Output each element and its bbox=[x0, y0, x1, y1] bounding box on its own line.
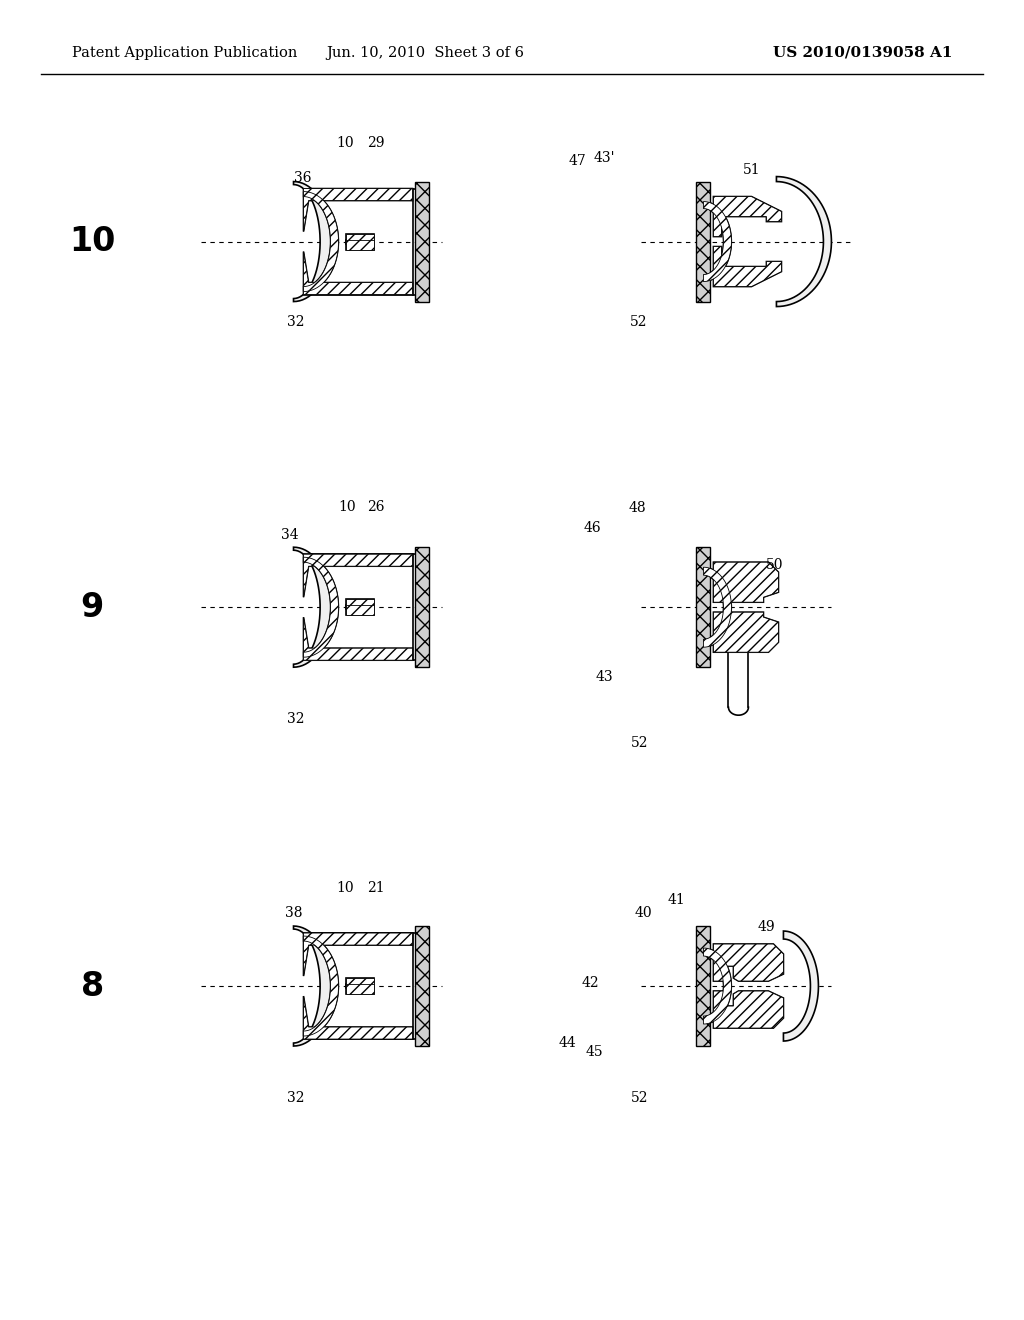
Polygon shape bbox=[714, 247, 781, 286]
Polygon shape bbox=[776, 177, 831, 306]
Polygon shape bbox=[714, 197, 781, 236]
Text: US 2010/0139058 A1: US 2010/0139058 A1 bbox=[773, 46, 952, 59]
Polygon shape bbox=[415, 927, 428, 1045]
Text: 49: 49 bbox=[758, 920, 775, 933]
Text: 10: 10 bbox=[336, 136, 353, 149]
Polygon shape bbox=[714, 612, 778, 652]
Text: Patent Application Publication: Patent Application Publication bbox=[72, 46, 297, 59]
Text: 10: 10 bbox=[69, 226, 116, 259]
Text: 45: 45 bbox=[586, 1045, 603, 1059]
Text: 10: 10 bbox=[336, 882, 353, 895]
Polygon shape bbox=[303, 933, 413, 975]
Polygon shape bbox=[696, 182, 711, 301]
Polygon shape bbox=[345, 239, 374, 249]
Text: 26: 26 bbox=[367, 500, 384, 513]
Text: 10: 10 bbox=[338, 500, 355, 513]
Polygon shape bbox=[303, 618, 413, 660]
Polygon shape bbox=[714, 944, 783, 981]
Polygon shape bbox=[303, 252, 413, 294]
Text: 52: 52 bbox=[631, 1092, 648, 1105]
Polygon shape bbox=[415, 548, 428, 667]
Text: 52: 52 bbox=[631, 737, 648, 750]
Polygon shape bbox=[303, 997, 413, 1039]
Polygon shape bbox=[703, 948, 731, 1024]
Text: 41: 41 bbox=[668, 894, 685, 907]
Text: 48: 48 bbox=[629, 502, 646, 515]
Text: 8: 8 bbox=[81, 969, 103, 1003]
Text: 51: 51 bbox=[742, 164, 760, 177]
Polygon shape bbox=[303, 554, 413, 597]
Polygon shape bbox=[345, 983, 374, 994]
Text: 47: 47 bbox=[568, 154, 586, 168]
Polygon shape bbox=[714, 991, 783, 1028]
Polygon shape bbox=[303, 191, 339, 292]
Polygon shape bbox=[783, 931, 818, 1041]
Polygon shape bbox=[294, 182, 332, 301]
Text: 29: 29 bbox=[367, 136, 384, 149]
Text: 44: 44 bbox=[558, 1036, 575, 1049]
Polygon shape bbox=[303, 557, 339, 657]
Text: 32: 32 bbox=[287, 713, 304, 726]
Polygon shape bbox=[714, 562, 778, 602]
Polygon shape bbox=[294, 927, 332, 1045]
Polygon shape bbox=[303, 936, 339, 1036]
Text: 32: 32 bbox=[287, 1092, 304, 1105]
Polygon shape bbox=[696, 927, 711, 1045]
Text: 43: 43 bbox=[596, 671, 613, 684]
Text: Jun. 10, 2010  Sheet 3 of 6: Jun. 10, 2010 Sheet 3 of 6 bbox=[326, 46, 524, 59]
Text: 46: 46 bbox=[584, 521, 601, 535]
Text: 32: 32 bbox=[287, 315, 304, 329]
Text: 9: 9 bbox=[81, 590, 103, 623]
Polygon shape bbox=[345, 605, 374, 615]
Polygon shape bbox=[294, 548, 332, 667]
Polygon shape bbox=[345, 599, 374, 610]
Polygon shape bbox=[696, 548, 711, 667]
Text: 52: 52 bbox=[630, 315, 647, 329]
Text: 42: 42 bbox=[582, 977, 599, 990]
Polygon shape bbox=[345, 978, 374, 989]
Text: 36: 36 bbox=[294, 172, 311, 185]
Polygon shape bbox=[303, 189, 413, 231]
Polygon shape bbox=[415, 182, 428, 301]
Polygon shape bbox=[703, 568, 731, 647]
Text: 21: 21 bbox=[367, 882, 384, 895]
Text: 34: 34 bbox=[281, 528, 298, 541]
Polygon shape bbox=[345, 234, 374, 244]
Text: 43': 43' bbox=[594, 152, 615, 165]
Text: 40: 40 bbox=[635, 907, 652, 920]
Text: 38: 38 bbox=[285, 907, 302, 920]
Text: 50: 50 bbox=[766, 558, 783, 572]
Polygon shape bbox=[703, 202, 731, 281]
